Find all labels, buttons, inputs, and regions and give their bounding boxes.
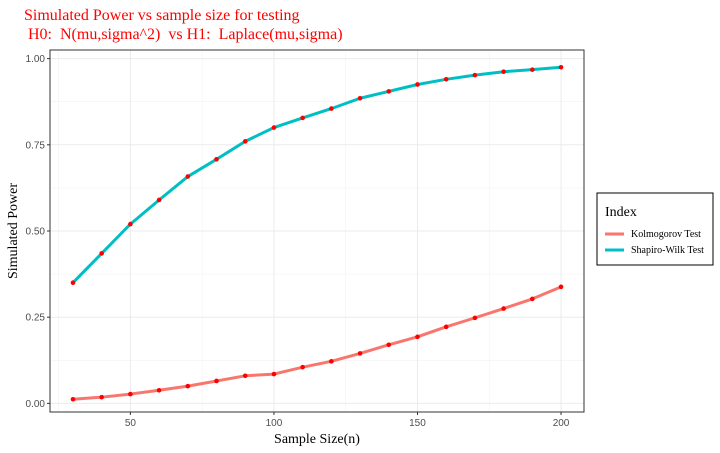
x-axis-ticks: 50 100 150 200 [125, 412, 570, 429]
data-point [70, 396, 76, 402]
data-point [415, 334, 420, 340]
data-point [501, 306, 506, 311]
data-point [357, 95, 363, 101]
data-point [386, 342, 392, 348]
data-point [156, 387, 162, 393]
data-point [300, 364, 305, 370]
data-point [99, 394, 104, 400]
data-point [357, 351, 363, 356]
data-point [185, 383, 191, 389]
x-tick-label: 200 [553, 418, 570, 429]
legend: Index Kolmogorov Test Shapiro-Wilk Test [596, 192, 714, 266]
data-point [501, 69, 506, 75]
data-point [128, 221, 133, 227]
legend-label-kolmogorov: Kolmogorov Test [631, 229, 701, 240]
data-point [329, 106, 334, 111]
data-point [300, 115, 305, 121]
y-tick-label: 1.00 [26, 54, 46, 65]
chart-subtitle: H0: N(mu,sigma^2) vs H1: Laplace(mu,sigm… [24, 26, 343, 43]
legend-label-shapiro-wilk: Shapiro-Wilk Test [631, 245, 704, 256]
data-point [156, 197, 162, 203]
data-point [472, 72, 478, 78]
data-point [185, 174, 191, 179]
minor-gridlines [50, 50, 584, 412]
data-point [530, 67, 535, 72]
data-point [443, 324, 449, 330]
chart-title: Simulated Power vs sample size for testi… [24, 7, 300, 24]
data-point [128, 391, 133, 397]
series-lines [71, 65, 563, 401]
major-gridlines [50, 50, 584, 412]
data-point [70, 280, 76, 286]
y-tick-label: 0.50 [26, 227, 46, 238]
y-axis-title: Simulated Power [6, 183, 21, 279]
legend-box [596, 192, 714, 266]
data-point [530, 296, 535, 302]
data-point [214, 378, 219, 384]
data-point [415, 82, 420, 87]
series-line-0 [71, 285, 563, 401]
data-point [558, 64, 564, 70]
x-tick-label: 100 [266, 418, 283, 429]
data-point [242, 373, 248, 379]
x-axis-title: Sample Size(n) [274, 432, 360, 447]
data-point [329, 359, 334, 364]
data-point [271, 371, 277, 377]
x-tick-label: 50 [125, 418, 137, 429]
legend-title: Index [605, 205, 637, 220]
data-point [99, 251, 104, 256]
x-tick-label: 150 [409, 418, 426, 429]
data-point [558, 284, 564, 290]
y-tick-label: 0.25 [26, 313, 46, 324]
data-point [443, 77, 449, 82]
y-axis-ticks: 0.00 0.25 0.50 0.75 1.00 [26, 54, 50, 410]
data-points [70, 64, 564, 402]
data-point [214, 156, 219, 162]
data-point [271, 125, 277, 130]
y-tick-label: 0.75 [26, 140, 46, 151]
data-point [386, 89, 392, 94]
series-line-1 [71, 65, 563, 285]
data-point [472, 315, 478, 321]
y-tick-label: 0.00 [26, 399, 46, 410]
data-point [242, 139, 248, 144]
